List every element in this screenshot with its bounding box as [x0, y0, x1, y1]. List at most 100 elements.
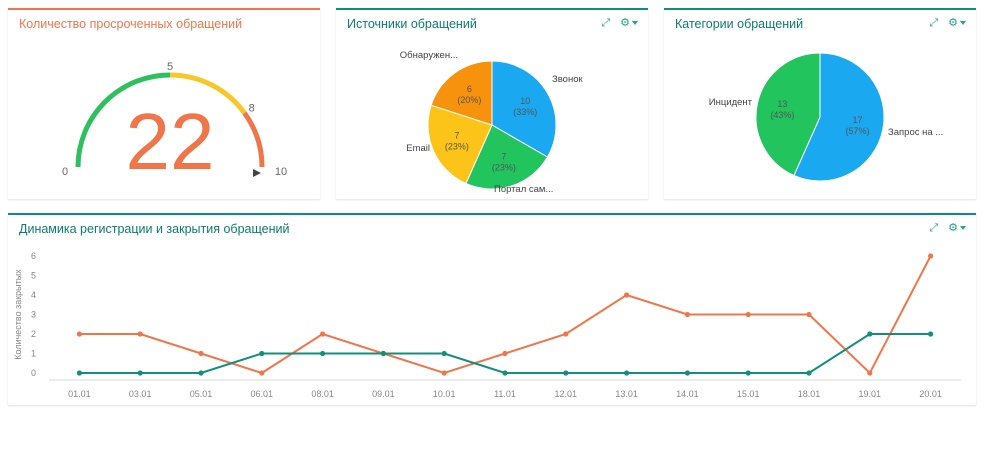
series-point[interactable] — [745, 311, 751, 318]
categories-panel-title: Категории обращений — [675, 17, 804, 31]
pie-slice-percent: (20%) — [457, 95, 481, 105]
settings-menu[interactable]: ⚙ — [948, 221, 966, 235]
categories-panel-tools: ⤢ ⚙ — [929, 16, 966, 30]
overdue-panel-title: Количество просроченных обращений — [19, 17, 243, 31]
pie-slice-label: Обнаружен... — [400, 50, 458, 61]
pie-slice-percent: (23%) — [492, 163, 516, 173]
gauge-tick-label: 5 — [167, 61, 173, 73]
series-point[interactable] — [684, 311, 691, 318]
series-point[interactable] — [76, 331, 82, 337]
dynamics-panel-title: Динамика регистрации и закрытия обращени… — [19, 222, 290, 236]
x-tick-label: 20.01 — [919, 389, 942, 399]
pie-slice[interactable] — [491, 60, 557, 158]
overdue-gauge: 0 5 8 10 22 — [62, 61, 287, 186]
series-point[interactable] — [259, 350, 265, 357]
chevron-down-icon — [632, 21, 638, 25]
series-point[interactable] — [502, 370, 508, 376]
dynamics-panel-tools: ⤢ ⚙ — [929, 221, 966, 235]
gauge-pointer — [253, 169, 261, 177]
gear-icon: ⚙ — [948, 17, 958, 29]
pie-slice-value: 17 — [853, 115, 863, 125]
series-point[interactable] — [624, 292, 630, 298]
x-tick-label: 11.01 — [494, 389, 516, 399]
series-point[interactable] — [745, 370, 751, 376]
series-point[interactable] — [928, 253, 934, 259]
series-point[interactable] — [76, 370, 82, 376]
gauge-tick-label: 0 — [62, 166, 68, 178]
series-point[interactable] — [867, 370, 873, 376]
gear-icon: ⚙ — [948, 222, 958, 234]
series-point[interactable] — [563, 370, 569, 376]
expand-icon[interactable]: ⤢ — [601, 17, 611, 29]
series-point[interactable] — [198, 370, 204, 376]
pie-slice-label: Звонок — [552, 74, 583, 85]
series-point[interactable] — [380, 350, 386, 357]
y-tick-label: 2 — [31, 329, 36, 339]
series-point[interactable] — [624, 370, 630, 376]
pie-slice-label: Запрос на ... — [888, 127, 943, 138]
categories-panel: Категории обращений ⤢ ⚙ 17 (57%) Запрос на… — [664, 8, 976, 199]
pie-slice-percent: (43%) — [770, 110, 794, 120]
y-tick-label: 3 — [31, 310, 36, 320]
pie-slice[interactable] — [427, 104, 493, 185]
series-point[interactable] — [806, 370, 812, 376]
dynamics-panel: Динамика регистрации и закрытия обращени… — [8, 213, 976, 405]
pie-slice-value: 13 — [777, 99, 787, 109]
series-point[interactable] — [806, 311, 812, 318]
x-tick-label: 09.01 — [372, 389, 395, 399]
pie-slice-label: Инцидент — [709, 97, 753, 108]
pie-slice[interactable] — [793, 52, 885, 182]
series-point[interactable] — [137, 331, 143, 337]
y-tick-label: 1 — [31, 349, 36, 359]
pie-slice[interactable] — [465, 124, 549, 190]
dynamics-line-chart: 0 1 2 3 4 5 6 Количество закрытых 01.01 03.01 05.0… — [13, 251, 961, 399]
series-point[interactable] — [198, 350, 204, 357]
series-point[interactable] — [320, 331, 326, 337]
gauge-tick-label: 8 — [249, 103, 255, 115]
x-tick-label: 01.01 — [68, 389, 91, 399]
series-point[interactable] — [684, 370, 691, 376]
gauge-value: 22 — [126, 97, 215, 186]
chevron-down-icon — [960, 226, 966, 230]
pie-slice-label: Портал сам... — [494, 184, 553, 195]
series-point[interactable] — [928, 331, 934, 337]
series-point[interactable] — [441, 370, 447, 376]
pie-slice-percent: (33%) — [513, 107, 537, 117]
gauge-zone-0 — [75, 72, 171, 168]
gauge-zone-2 — [242, 111, 265, 168]
sources-panel-tools: ⤢ ⚙ — [601, 16, 638, 30]
pie-slice-percent: (23%) — [445, 142, 469, 152]
series-point[interactable] — [563, 331, 569, 337]
pie-slice[interactable] — [755, 52, 821, 177]
chevron-down-icon — [960, 21, 966, 25]
expand-icon[interactable]: ⤢ — [929, 222, 939, 234]
x-tick-label: 05.01 — [190, 389, 213, 399]
overdue-requests-panel: Количество просроченных обращений 0 5 8 10 2… — [8, 8, 320, 199]
series-point[interactable] — [867, 331, 873, 337]
series-point[interactable] — [137, 370, 143, 376]
pie-slice-value: 7 — [454, 131, 459, 141]
y-axis-label: Количество закрытых — [13, 269, 23, 360]
pie-slice-value: 7 — [501, 152, 506, 162]
x-tick-label: 03.01 — [129, 389, 152, 399]
pie-slice-value: 6 — [467, 84, 472, 94]
pie-slice[interactable] — [430, 60, 493, 126]
series-point[interactable] — [441, 350, 447, 357]
gear-icon: ⚙ — [620, 17, 630, 29]
y-tick-label: 5 — [31, 271, 36, 281]
series-point[interactable] — [320, 350, 326, 357]
settings-menu[interactable]: ⚙ — [620, 16, 638, 30]
y-tick-label: 4 — [31, 290, 36, 300]
x-tick-label: 13.01 — [615, 389, 638, 399]
pie-slice-value: 10 — [520, 96, 530, 106]
settings-menu[interactable]: ⚙ — [948, 16, 966, 30]
x-tick-label: 06.01 — [251, 389, 274, 399]
x-tick-label: 08.01 — [311, 389, 334, 399]
series-point[interactable] — [259, 370, 265, 376]
expand-icon[interactable]: ⤢ — [929, 17, 939, 29]
categories-pie-chart: 17(57%) Запрос на ... 13(43%) Инцидент — [709, 52, 943, 182]
series-point[interactable] — [502, 350, 508, 357]
x-tick-label: 10.01 — [433, 389, 456, 399]
sources-panel-title: Источники обращений — [347, 17, 477, 31]
